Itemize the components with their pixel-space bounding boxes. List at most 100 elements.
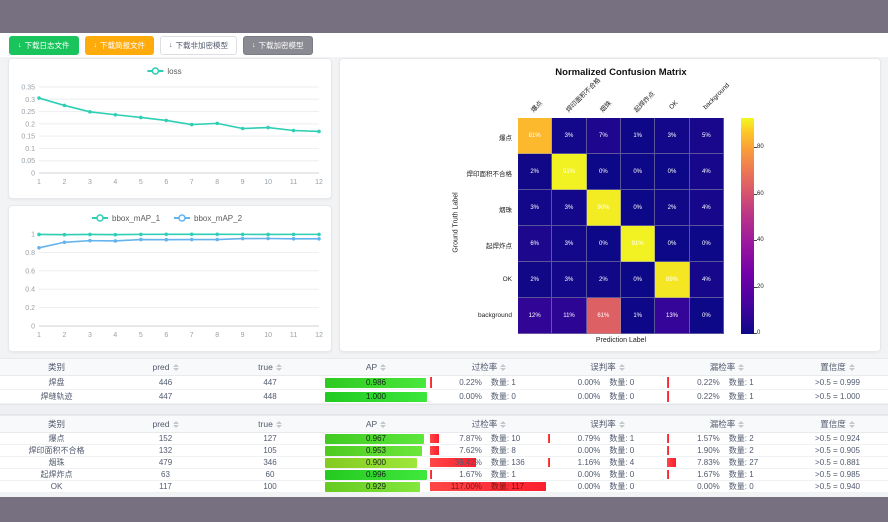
true-count: 448 — [263, 392, 277, 401]
class-name: 爆点 — [48, 434, 65, 443]
class-name: OK — [50, 482, 63, 491]
svg-text:0.15: 0.15 — [21, 134, 35, 141]
sort-icon[interactable] — [275, 363, 282, 371]
sort-icon[interactable] — [380, 420, 387, 428]
matrix-cell: 7% — [586, 118, 621, 154]
column-header-过检率[interactable]: 过检率 — [430, 416, 548, 432]
sort-icon[interactable] — [848, 420, 855, 428]
matrix-cell: 0% — [689, 298, 724, 334]
table-header-row: 类别 pred true AP 过检率 误判率 漏检率 置信度 — [0, 358, 888, 376]
true-count: 447 — [263, 378, 277, 387]
column-header-pred[interactable]: pred — [113, 416, 218, 432]
download-plain-model-button[interactable]: ↓ 下载非加密模型 — [160, 35, 237, 55]
sort-icon[interactable] — [275, 420, 282, 428]
column-header-过检率[interactable]: 过检率 — [430, 359, 548, 375]
svg-text:6: 6 — [164, 332, 168, 339]
sort-icon[interactable] — [500, 420, 507, 428]
column-header-误判率[interactable]: 误判率 — [548, 359, 667, 375]
legend-item[interactable]: bbox_mAP_1 — [92, 214, 161, 223]
line-chart: 00.050.10.150.20.250.30.351 2 3 4 5 6 7 8 9 10 11 1… — [21, 67, 323, 186]
pred-count: 152 — [158, 434, 173, 443]
column-header-true[interactable]: true — [218, 359, 322, 375]
svg-text:0.35: 0.35 — [21, 85, 35, 92]
svg-text:4: 4 — [113, 179, 117, 186]
download-encrypted-model-label: 下载加密模型 — [258, 40, 304, 50]
class-name: 起焊炸点 — [40, 470, 73, 479]
rate-cell: 0.22% 数量: 1 — [667, 376, 787, 389]
rate-cell: 0.79% 数量: 1 — [548, 433, 667, 444]
svg-text:7: 7 — [190, 179, 194, 186]
matrix-col-label: background — [701, 82, 731, 111]
column-header-置信度[interactable]: 置信度 — [787, 359, 888, 375]
sort-icon[interactable] — [618, 420, 625, 428]
matrix-cell: 4% — [689, 190, 724, 226]
metrics-table-1: 类别 pred true AP 过检率 误判率 漏检率 置信度 焊盘 446 447 0.986 0.2… — [0, 358, 888, 404]
svg-text:3: 3 — [88, 332, 92, 339]
column-header-误判率[interactable]: 误判率 — [548, 416, 667, 432]
main-content: ↓ 下载日志文件 ↓ 下载简报文件 ↓ 下载非加密模型 ↓ 下载加密模型 0 0.… — [0, 33, 888, 497]
rate-bar — [430, 434, 440, 443]
svg-text:1: 1 — [31, 232, 35, 239]
matrix-cell: 89% — [655, 262, 690, 298]
rate-cell: 0.00% 数量: 0 — [577, 378, 635, 387]
column-header-true[interactable]: true — [218, 416, 322, 432]
sort-icon[interactable] — [738, 363, 745, 371]
colorbar-tick — [754, 333, 757, 334]
download-log-label: 下载日志文件 — [24, 40, 70, 50]
rate-cell: 1.57% 数量: 2 — [667, 433, 787, 444]
sort-icon[interactable] — [172, 363, 179, 371]
download-plain-model-label: 下载非加密模型 — [175, 40, 229, 50]
ap-bar — [325, 377, 426, 388]
column-header-漏检率[interactable]: 漏检率 — [667, 416, 787, 432]
download-report-button[interactable]: ↓ 下载简报文件 — [84, 35, 154, 55]
svg-text:5: 5 — [139, 332, 143, 339]
svg-text:10: 10 — [264, 179, 272, 186]
sort-icon[interactable] — [172, 420, 179, 428]
confidence: >0.5 = 0.999 — [815, 378, 860, 387]
matrix-cell: 3% — [552, 190, 587, 226]
legend-item[interactable]: bbox_mAP_2 — [174, 214, 243, 223]
sort-icon[interactable] — [738, 420, 745, 428]
legend-item[interactable]: loss — [147, 67, 182, 76]
rate-bar — [548, 458, 550, 467]
column-header-漏检率[interactable]: 漏检率 — [667, 359, 787, 375]
column-header-AP[interactable]: AP — [322, 359, 430, 375]
table-row: 焊印面积不合格 132 105 0.953 7.62% 数量: 8 0.00% 数量: 0 1.… — [0, 445, 888, 457]
matrix-cell: 0% — [621, 154, 656, 190]
svg-text:11: 11 — [290, 179, 297, 186]
colorbar-tick — [754, 286, 757, 288]
rate-cell: 0.00% 数量: 0 — [577, 392, 635, 401]
pred-count: 132 — [158, 446, 173, 455]
ap-bar — [325, 433, 424, 444]
colorbar-tick-label: 40 — [757, 237, 764, 244]
download-log-button[interactable]: ↓ 下载日志文件 — [9, 35, 79, 55]
svg-text:7: 7 — [190, 332, 194, 339]
sort-icon[interactable] — [380, 363, 387, 371]
svg-text:0.3: 0.3 — [25, 97, 35, 104]
sort-icon[interactable] — [618, 363, 625, 371]
column-header-pred[interactable]: pred — [113, 359, 218, 375]
table-row: OK 117 100 0.929 117.00% 数量: 117 0.00% 数量: 0 0.0… — [0, 481, 888, 493]
matrix-cell: 0% — [621, 190, 656, 226]
ap-cell: 0.900 — [322, 457, 430, 468]
sort-icon[interactable] — [500, 363, 507, 371]
svg-text:11: 11 — [290, 332, 297, 339]
ap-bar — [325, 445, 423, 456]
matrix-cell: 0% — [655, 226, 690, 262]
column-header-AP[interactable]: AP — [322, 416, 430, 432]
confidence: >0.5 = 0.985 — [815, 470, 860, 479]
column-header-置信度[interactable]: 置信度 — [787, 416, 888, 432]
matrix-cell: 0% — [586, 226, 621, 262]
sort-icon[interactable] — [848, 363, 855, 371]
svg-text:9: 9 — [241, 332, 245, 339]
table-separator — [0, 404, 888, 415]
download-encrypted-model-button[interactable]: ↓ 下载加密模型 — [243, 35, 313, 55]
svg-text:bbox_mAP_2: bbox_mAP_2 — [194, 214, 243, 223]
rate-cell: 0.22% 数量: 1 — [667, 390, 787, 403]
colorbar-tick — [754, 147, 757, 149]
table-row: 焊盘 446 447 0.986 0.22% 数量: 1 0.00% 数量: 0 0.22% 数量… — [0, 376, 888, 390]
ap-cell: 1.000 — [322, 390, 430, 403]
matrix-cell: 0% — [689, 226, 724, 262]
loss-chart-card: 0 0.05 0.1 0.15 0.2 0.25 0.3 0.35 1 2 3 4 5 6 7 8 9 10 11 1… — [8, 58, 332, 199]
